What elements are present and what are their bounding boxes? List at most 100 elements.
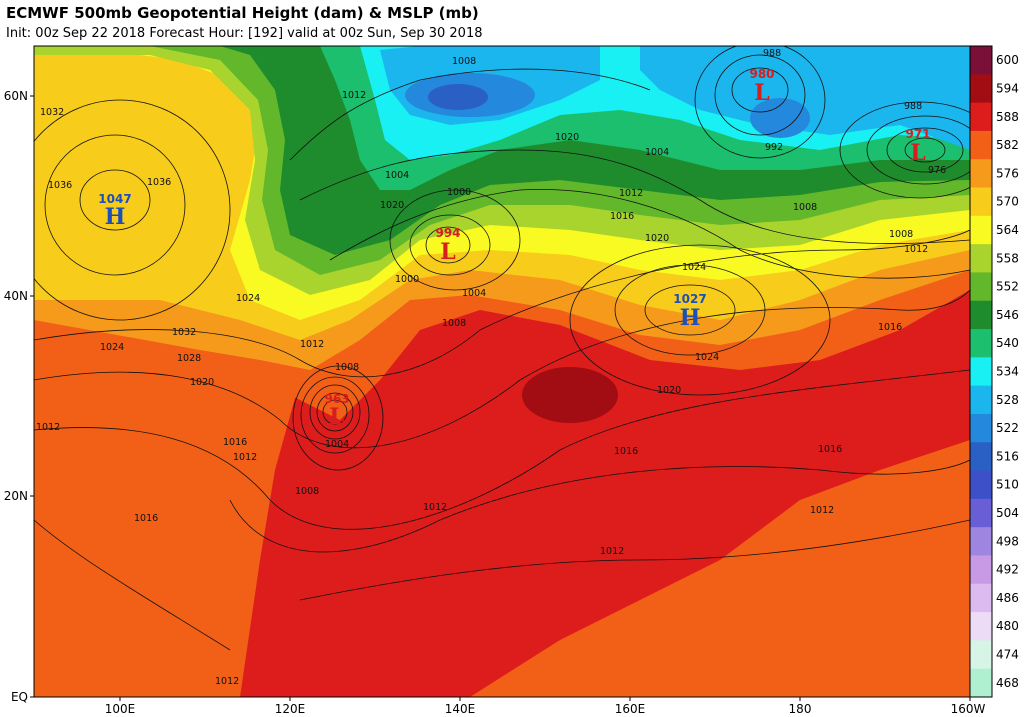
- colorbar-label: 594: [996, 81, 1019, 95]
- lon-label: 120E: [275, 702, 306, 716]
- isobar-label: 1012: [342, 90, 366, 101]
- low-pressure-994: 994 L: [435, 226, 460, 265]
- isobar-label: 1016: [878, 322, 902, 333]
- colorbar-swatch: [970, 640, 992, 670]
- colorbar-swatch: [970, 329, 992, 358]
- isobar-label: 1032: [172, 327, 196, 338]
- isobar-label: 1016: [610, 211, 634, 222]
- field-582-east: [470, 440, 970, 697]
- lat-label: 60N: [4, 89, 28, 103]
- isobars: [34, 46, 970, 651]
- colorbar-label: 558: [996, 251, 1019, 265]
- lon-label: 180: [789, 702, 812, 716]
- pressure-value: 1047: [98, 192, 131, 206]
- isobar-label: 1016: [614, 446, 638, 457]
- lon-label: 100E: [105, 702, 136, 716]
- isobar-label: 1036: [147, 177, 171, 188]
- field-522-east: [750, 98, 810, 138]
- colorbar-label: 564: [996, 223, 1019, 237]
- colorbar-swatch: [970, 244, 992, 273]
- lat-label: EQ: [11, 690, 28, 704]
- lat-label: 20N: [4, 489, 28, 503]
- colorbar-swatch: [970, 555, 992, 585]
- isobar-label: 1024: [695, 352, 719, 363]
- pressure-value: 963: [324, 392, 349, 406]
- isobar-label: 992: [765, 142, 783, 153]
- isobar-label: 1004: [462, 288, 486, 299]
- isobar-label: 1008: [295, 486, 319, 497]
- low-pressure-980: 980 L: [749, 67, 774, 106]
- lon-label: 160W: [951, 702, 986, 716]
- colorbar-label: 480: [996, 619, 1019, 633]
- colorbar-swatch: [970, 498, 992, 528]
- isobar-label: 1020: [380, 200, 404, 211]
- low-marker: L: [440, 239, 455, 265]
- isobar-label: 1008: [452, 56, 476, 67]
- colorbar-label: 486: [996, 591, 1019, 605]
- colorbar-swatch: [970, 130, 992, 160]
- colorbar-swatch: [970, 470, 992, 500]
- low-marker: L: [329, 404, 344, 430]
- field-594-blob: [522, 367, 618, 423]
- colorbar-swatch: [970, 102, 992, 132]
- isobar-label: 1020: [190, 377, 214, 388]
- field-516-blob: [428, 84, 488, 110]
- colorbar-swatch: [970, 272, 992, 302]
- colorbar-label: 534: [996, 365, 1019, 379]
- isobar-label: 1024: [100, 342, 124, 353]
- pressure-value: 971: [905, 127, 930, 141]
- pressure-systems: 1047 H 994 L 963 L 1027 H 980 L 971 L: [98, 67, 930, 430]
- isobar-label: 1012: [904, 244, 928, 255]
- low-pressure-971: 971 L: [905, 127, 930, 166]
- high-pressure-1027: 1027 H: [673, 292, 706, 331]
- latitude-axis: 60N 40N 20N EQ: [4, 89, 34, 704]
- field-588-tongue: [270, 430, 440, 630]
- lon-label: 140E: [445, 702, 476, 716]
- isobar-label: 1012: [619, 188, 643, 199]
- colorbar-label: 588: [996, 110, 1019, 124]
- isobar-label: 1008: [442, 318, 466, 329]
- low-pressure-963: 963 L: [324, 392, 349, 430]
- isobar-label: 1008: [335, 362, 359, 373]
- colorbar-swatch: [970, 583, 992, 613]
- isobar-label: 976: [928, 165, 946, 176]
- isobar-label: 1016: [818, 444, 842, 455]
- colorbar-label: 504: [996, 506, 1019, 520]
- colorbar-label: 540: [996, 336, 1019, 350]
- isobar-labels: 1032 1036 1036 1008 1012 1004 1000 1000 …: [36, 48, 946, 687]
- colorbar-swatch: [970, 385, 992, 415]
- isobar-label: 1016: [223, 437, 247, 448]
- isobar-label: 1000: [447, 187, 471, 198]
- isobar-label: 988: [904, 101, 922, 112]
- high-marker: H: [105, 204, 126, 230]
- low-marker: L: [910, 140, 925, 166]
- lat-label: 40N: [4, 289, 28, 303]
- isobar-label: 988: [763, 48, 781, 59]
- colorbar-label: 552: [996, 280, 1019, 294]
- colorbar-label: 492: [996, 563, 1019, 577]
- colorbar: 600 594 588 582 576 570 564 558 552 546 540 534 528 5…: [969, 45, 1019, 698]
- isobar-label: 1012: [36, 422, 60, 433]
- isobar-label: 1012: [810, 505, 834, 516]
- colorbar-swatch: [970, 357, 992, 387]
- isobar-label: 1036: [48, 180, 72, 191]
- colorbar-label: 498: [996, 534, 1019, 548]
- colorbar-swatch: [970, 527, 992, 556]
- isobar-label: 1024: [682, 262, 706, 273]
- isobar-label: 1016: [134, 513, 158, 524]
- isobar-label: 1004: [385, 170, 409, 181]
- isobar-label: 1012: [423, 502, 447, 513]
- colorbar-swatch: [970, 668, 992, 698]
- colorbar-frame: [969, 45, 993, 698]
- colorbar-swatch: [970, 612, 992, 641]
- high-marker: H: [680, 305, 701, 331]
- colorbar-label: 600: [996, 53, 1019, 67]
- colorbar-label: 522: [996, 421, 1019, 435]
- colorbar-label: 570: [996, 195, 1019, 209]
- isobar-label: 1012: [233, 452, 257, 463]
- colorbar-swatch: [970, 215, 992, 245]
- colorbar-label: 582: [996, 138, 1019, 152]
- map-subtitle: Init: 00z Sep 22 2018 Forecast Hour: [19…: [6, 26, 483, 41]
- isobar-label: 1024: [236, 293, 260, 304]
